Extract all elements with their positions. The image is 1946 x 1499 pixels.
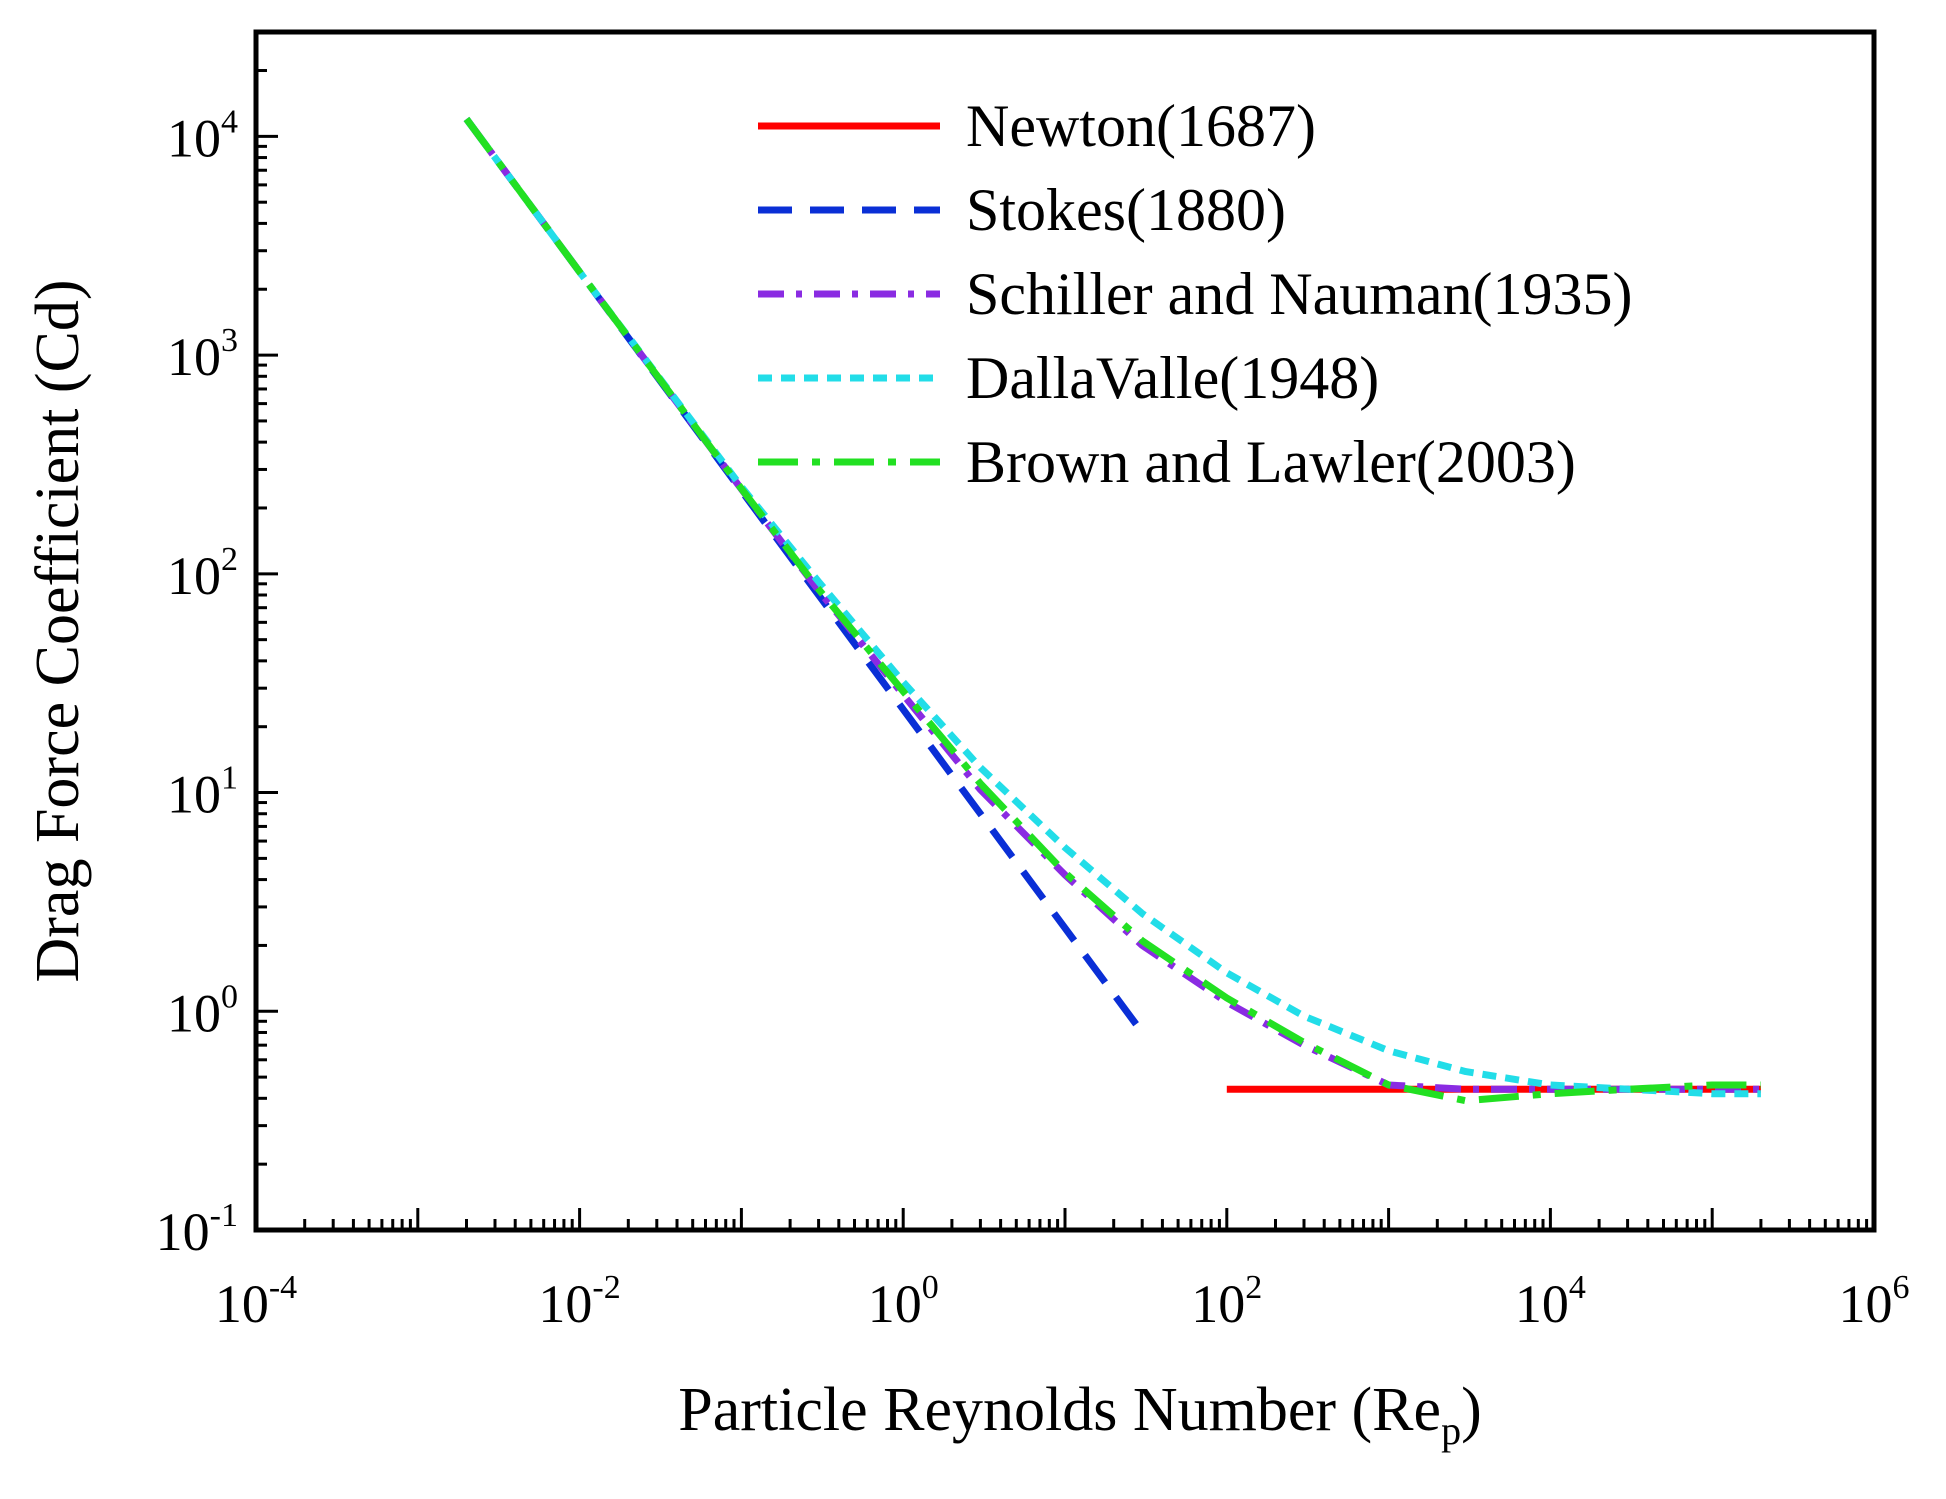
x-tick-label: 100: [868, 1269, 939, 1334]
tick-layer: [254, 30, 1876, 1232]
legend-label-2: Stokes(1880): [966, 177, 1286, 243]
series-line-3: [463, 116, 1761, 1093]
y-tick-label: 100: [167, 978, 238, 1043]
series-line-5: [463, 116, 1761, 1105]
x-tick-label: 104: [1515, 1269, 1586, 1334]
y-tick-label: 10-1: [156, 1197, 238, 1262]
legend-label-5: Brown and Lawler(2003): [966, 429, 1576, 495]
y-axis-title: Drag Force Coefficient (Cd): [24, 279, 92, 982]
series-layer: [463, 116, 1761, 1105]
legend-label-1: Newton(1687): [966, 93, 1316, 159]
y-tick-labels: 10-1 100 101 102 103 104: [156, 103, 238, 1262]
x-tick-label: 10-4: [215, 1269, 297, 1334]
x-axis-title: Particle Reynolds Number (Rep): [678, 1376, 1481, 1453]
y-tick-label: 101: [167, 760, 238, 825]
x-tick-labels: 10-4 10-2 100 102 104 106: [215, 1269, 1910, 1334]
y-tick-label: 103: [167, 322, 238, 387]
y-tick-label: 104: [167, 103, 238, 168]
series-line-4: [463, 116, 1761, 1098]
y-tick-label: 102: [167, 541, 238, 606]
legend-label-3: Schiller and Nauman(1935): [966, 261, 1632, 327]
x-tick-label: 106: [1839, 1269, 1910, 1334]
legend-label-4: DallaValle(1948): [966, 345, 1379, 411]
x-tick-label: 102: [1191, 1269, 1262, 1334]
x-tick-label: 10-2: [538, 1269, 620, 1334]
legend: Newton(1687) Stokes(1880) Schiller and Nau…: [758, 93, 1632, 495]
